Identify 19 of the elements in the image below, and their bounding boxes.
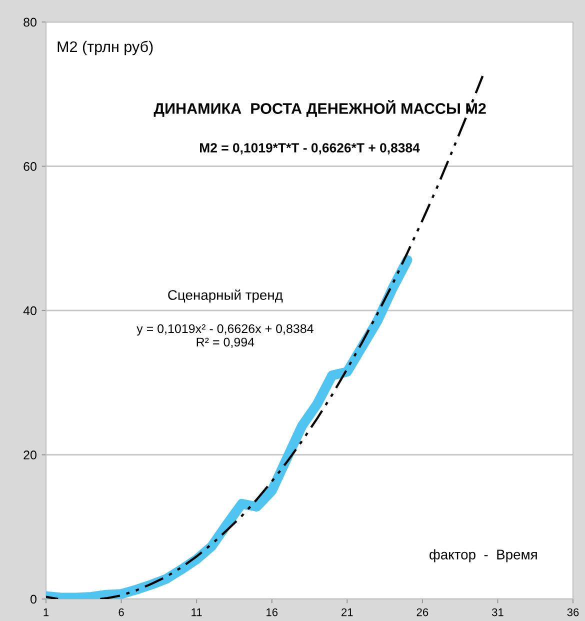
x-tick-label: 26: [416, 608, 428, 616]
x-tick-label: 21: [342, 608, 353, 616]
y-tick-label: 40: [23, 306, 36, 316]
annotation: Сценарный тренд: [168, 289, 283, 303]
y-tick-label: 80: [24, 18, 36, 27]
x-tick-label: 31: [492, 608, 504, 616]
y-tick-label: 20: [24, 450, 36, 460]
annotation: М2 = 0,1019*T*T - 0,6626*T + 0,8384: [200, 143, 420, 154]
annotation: y = 0,1019x² - 0,6626x + 0,8384 R² = 0,994: [136, 324, 314, 348]
x-tick-label: 6: [118, 608, 124, 616]
y-tick-label: 0: [30, 594, 36, 604]
y-tick-label: 60: [24, 162, 36, 171]
x-tick-label: 16: [266, 608, 278, 616]
x-tick-label: 11: [192, 608, 202, 616]
x-tick-label: 36: [567, 608, 579, 616]
text: ДИНАМИКА РОСТА ДЕНЕЖНОЙ МАССЫ М2: [154, 100, 486, 117]
x-axis-title: фактор - Время: [430, 549, 537, 562]
x-tick-label: 1: [44, 608, 49, 616]
y-axis-title: М2 (трлн руб): [58, 40, 153, 56]
